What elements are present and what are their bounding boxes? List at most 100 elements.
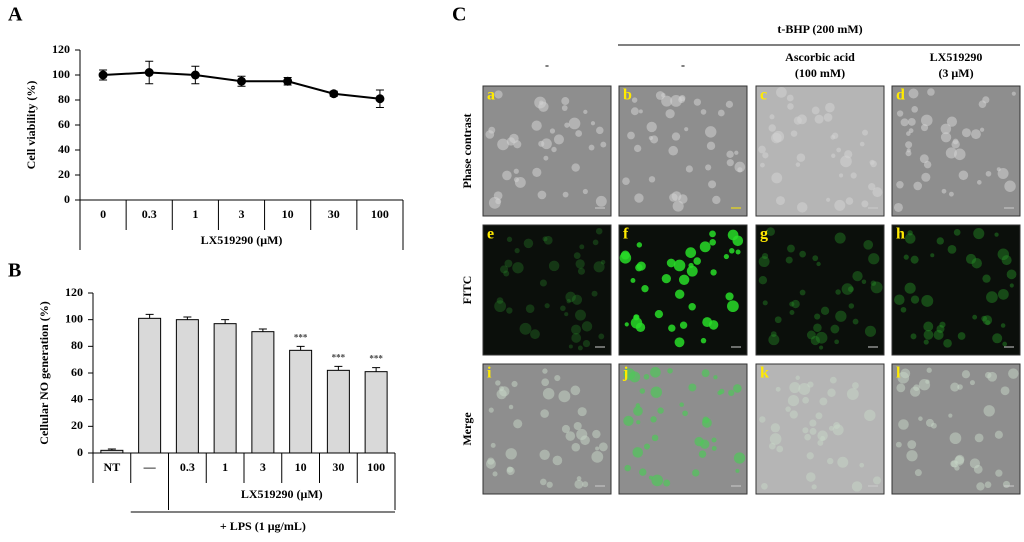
x-tick-label: 1 [222, 460, 228, 474]
cell [817, 439, 824, 446]
y-tick-label: 60 [71, 365, 83, 379]
cell [633, 406, 643, 416]
cell [806, 330, 816, 340]
cell [704, 126, 717, 138]
cell [511, 380, 518, 388]
cell [506, 307, 513, 314]
cell [495, 198, 502, 205]
cell [539, 279, 547, 287]
cell [506, 236, 513, 242]
cell [583, 109, 588, 115]
cell [982, 315, 993, 325]
marker [283, 76, 293, 86]
y-tick-label: 60 [58, 117, 70, 131]
cell [596, 126, 604, 135]
row-label: FITC [460, 276, 474, 305]
cell [896, 110, 904, 117]
cell [661, 93, 666, 98]
cell [895, 441, 902, 448]
tile-letter: c [760, 87, 767, 104]
cell [834, 199, 846, 211]
cell [828, 425, 834, 431]
bar [251, 331, 275, 454]
cell [862, 129, 869, 136]
cell [799, 289, 806, 296]
y-tick-label: 40 [58, 142, 70, 156]
y-tick-label: 80 [71, 338, 83, 352]
cell [969, 458, 980, 469]
cell [639, 468, 647, 476]
cell [852, 270, 863, 282]
cell [737, 167, 743, 173]
cell [577, 407, 587, 417]
cell [488, 407, 494, 413]
cell [574, 309, 586, 321]
cell [766, 227, 775, 236]
cell [973, 227, 985, 240]
cell [623, 415, 634, 427]
cell [702, 317, 713, 328]
cell [982, 274, 991, 283]
cell [789, 410, 798, 419]
y-tick-label: 20 [71, 418, 83, 432]
cell [679, 402, 684, 407]
cell [485, 130, 495, 139]
cell [770, 423, 781, 433]
cell [897, 371, 910, 384]
cell [667, 368, 673, 374]
cell [668, 145, 679, 156]
cell [503, 270, 510, 277]
cell [571, 163, 580, 172]
cell [825, 102, 835, 113]
cell [859, 141, 865, 147]
cell [791, 299, 800, 309]
cell [579, 244, 585, 250]
cell [920, 114, 933, 127]
cell [651, 434, 659, 442]
panel-label: C [452, 4, 466, 26]
cell [985, 320, 991, 326]
panel-label: B [8, 260, 21, 282]
cell [506, 466, 515, 476]
cell [537, 190, 547, 200]
cell [733, 384, 742, 393]
cell [907, 118, 916, 126]
cell [815, 331, 828, 344]
cell [573, 421, 582, 431]
cell [643, 373, 650, 380]
cell [795, 375, 800, 381]
cell [829, 376, 837, 384]
cell [775, 386, 781, 392]
cell [834, 232, 846, 244]
micrograph [482, 224, 612, 356]
cell [729, 248, 735, 254]
tile-letter: l [896, 365, 901, 382]
cell [910, 386, 921, 397]
cell [761, 252, 769, 260]
cell [693, 98, 701, 106]
cell [947, 244, 957, 254]
cell [711, 445, 717, 451]
cell [950, 382, 960, 392]
bar [100, 449, 124, 454]
cell [734, 150, 739, 155]
cell [502, 170, 512, 181]
cell [619, 252, 632, 264]
cell [802, 396, 809, 404]
cell [893, 202, 903, 212]
cell [811, 106, 820, 115]
cell [971, 257, 982, 269]
cell [906, 450, 918, 462]
cell [954, 148, 966, 161]
cell [898, 419, 909, 430]
cell [925, 379, 930, 384]
cell [805, 472, 816, 482]
cell [819, 345, 824, 350]
tile-letter: k [760, 365, 769, 382]
cell [723, 253, 729, 260]
cell [735, 468, 740, 473]
cell [679, 321, 688, 329]
cell [814, 313, 821, 320]
cell [636, 242, 643, 248]
cell [852, 382, 859, 389]
